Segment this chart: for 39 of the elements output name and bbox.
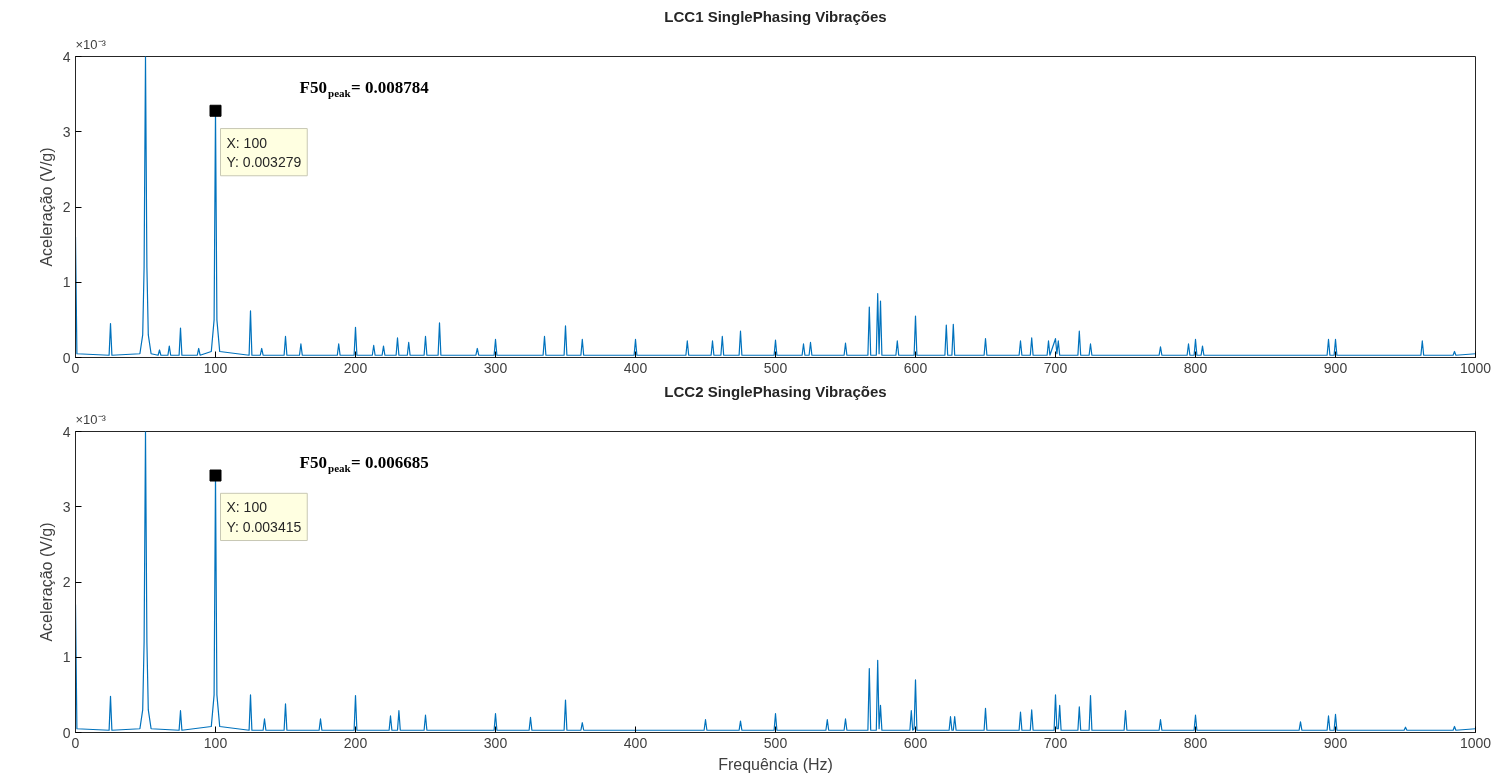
x-tick-label: 1000 [1459,359,1492,376]
text: ×10⁻³ [75,36,107,52]
x-tick-label: 100 [203,734,228,751]
y-axis-title: Aceleração (V/g) [37,522,55,642]
x-tick-label: 600 [903,734,928,751]
x-tick-label: 800 [1183,359,1208,376]
y-tick-label: 2 [62,199,71,215]
line-series [75,56,1476,356]
y-tick-label: 1 [62,649,71,666]
line-series [75,431,1476,731]
y-tick-label: 4 [62,48,71,65]
y-axis-title: Aceleração (V/g) [37,147,55,267]
x-tick-label: 400 [623,359,648,376]
text: ×10⁻³ [75,411,107,427]
x-tick-label: 500 [763,359,788,376]
y-tick-label: 1 [62,274,71,291]
x-tick-label: 200 [343,734,368,751]
chart-title: LCC1 SinglePhasing Vibrações [664,7,887,25]
x-tick-label: 100 [203,359,228,376]
y-tick-label: 2 [62,574,71,590]
x-tick-label: 400 [623,734,648,751]
x-tick-label: 800 [1183,734,1208,751]
annotation: X: 100 Y: 0.003415 [226,499,302,535]
x-tick-label: 900 [1323,359,1348,376]
y-tick-label: 4 [62,423,71,440]
x-tick-label: 600 [903,359,928,376]
x-tick-label: 300 [483,734,508,751]
x-axis-title: Frequência (Hz) [718,755,833,773]
y-tick-label: 3 [62,498,71,515]
x-tick-label: 300 [483,359,508,376]
x-tick-label: 700 [1043,359,1068,376]
chart-title: LCC2 SinglePhasing Vibrações [664,382,887,400]
annotation: X: 100 Y: 0.003279 [226,134,302,170]
x-tick-label: 1000 [1459,734,1492,751]
y-tick-label: 3 [62,123,71,140]
x-tick-label: 200 [343,359,368,376]
x-tick-label: 700 [1043,734,1068,751]
x-tick-label: 900 [1323,734,1348,751]
x-tick-label: 500 [763,734,788,751]
